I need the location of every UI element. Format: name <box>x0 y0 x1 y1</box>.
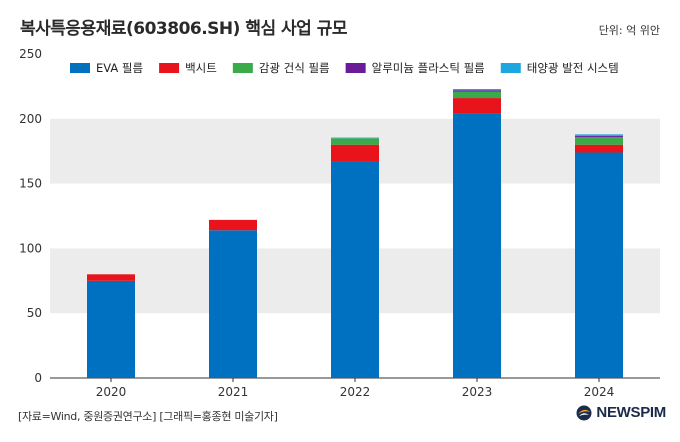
x-tick-label: 2024 <box>584 385 615 399</box>
y-tick-label: 50 <box>27 306 42 320</box>
x-tick-label: 2022 <box>340 385 371 399</box>
y-tick-label: 0 <box>34 371 42 385</box>
bar-segment <box>453 91 501 99</box>
legend-swatch <box>345 63 366 73</box>
y-tick-label: 250 <box>19 47 42 61</box>
source-note: [자료=Wind, 중원증권연구소] [그래픽=홍종현 미술기자] <box>18 410 278 423</box>
y-tick-label: 100 <box>19 241 42 255</box>
x-tick-label: 2023 <box>462 385 493 399</box>
brand-name: NEWSPIM <box>596 404 666 421</box>
bar-segment <box>575 135 623 137</box>
legend-label: EVA 필름 <box>96 61 143 75</box>
bar-segment <box>209 230 257 378</box>
legend-label: 태양광 발전 시스템 <box>527 61 619 75</box>
legend-label: 알루미늄 플라스틱 필름 <box>372 61 485 75</box>
bar-segment <box>453 90 501 92</box>
bar-segment <box>575 136 623 145</box>
x-tick-label: 2021 <box>218 385 249 399</box>
bar-segment <box>331 137 379 139</box>
brand-logo: NEWSPIM <box>576 404 666 421</box>
x-tick-label: 2020 <box>96 385 127 399</box>
bar-segment <box>331 161 379 378</box>
legend-swatch <box>159 63 180 73</box>
legend-label: 감광 건식 필름 <box>259 61 330 75</box>
y-tick-label: 200 <box>19 112 42 126</box>
stacked-bar-chart: 0 50 100 150 200 250 2020 2021 2022 2023 2024 EVA 필… <box>19 47 660 399</box>
legend-swatch <box>70 63 90 73</box>
bar-segment <box>575 134 623 136</box>
chart-title: 복사특응용재료(603806.SH) 핵심 사업 규모 <box>20 19 348 39</box>
y-tick-label: 150 <box>19 177 42 191</box>
bar-segment <box>87 274 135 281</box>
unit-label: 단위: 억 위안 <box>598 24 660 37</box>
bar-segment <box>575 152 623 378</box>
bar-segment <box>331 144 379 162</box>
bar-segment <box>453 98 501 114</box>
newspim-logo-icon <box>576 405 592 420</box>
bar-segment <box>87 280 135 378</box>
bar-segment <box>331 138 379 145</box>
bar-segment <box>575 144 623 153</box>
bar-segment <box>453 88 501 91</box>
bar-segment <box>209 219 257 231</box>
legend-label: 백시트 <box>185 61 217 75</box>
legend-swatch <box>232 63 253 73</box>
bar-segment <box>453 113 501 378</box>
legend-swatch <box>500 63 521 73</box>
